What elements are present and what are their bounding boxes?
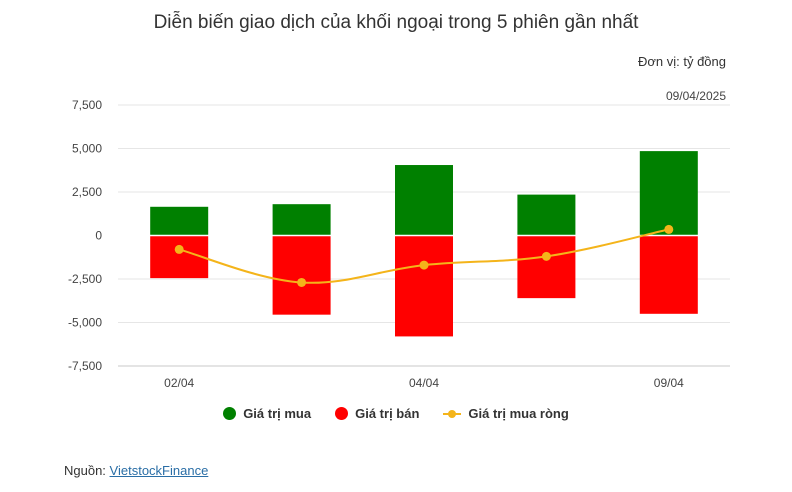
chart-title: Diễn biến giao dịch của khối ngoại trong… <box>153 12 639 33</box>
y-tick-label: -7,500 <box>68 359 102 373</box>
y-tick-label: 2,500 <box>72 185 102 199</box>
x-tick-label: 02/04 <box>164 376 194 390</box>
bar-buy <box>272 204 331 236</box>
net-point <box>419 260 429 270</box>
y-tick-label: 0 <box>95 229 102 243</box>
bar-buy <box>150 206 209 236</box>
bar-sell <box>639 235 698 314</box>
legend-sell-marker <box>335 407 349 420</box>
legend-net-label: Giá trị mua ròng <box>468 406 569 421</box>
y-tick-label: -5,000 <box>68 316 102 330</box>
chart-area: 7,500 5,000 2,500 0 -2,500 -5,000 -7,500 02/04 0… <box>68 98 730 390</box>
legend: Giá trị mua Giá trị bán Giá trị mua ròng <box>0 406 792 421</box>
bar-sell <box>272 235 331 315</box>
legend-sell-label: Giá trị bán <box>355 406 420 421</box>
source-label: Nguồn: <box>64 463 106 478</box>
source: Nguồn: VietstockFinance <box>64 463 208 478</box>
source-link[interactable]: VietstockFinance <box>109 463 209 478</box>
latest-date: 09/04/2025 <box>665 89 726 103</box>
bar-sell <box>517 235 576 299</box>
bar-buy <box>517 194 576 236</box>
legend-item-buy[interactable]: Giá trị mua <box>223 406 311 421</box>
net-point <box>297 277 307 287</box>
net-point <box>664 224 674 234</box>
legend-buy-label: Giá trị mua <box>243 406 312 421</box>
legend-net-marker <box>443 407 462 420</box>
bar-sell <box>150 235 209 279</box>
legend-buy-marker <box>223 407 237 420</box>
legend-item-sell[interactable]: Giá trị bán <box>335 406 419 421</box>
unit-label: Đơn vị: tỷ đồng <box>637 54 726 69</box>
net-point <box>174 244 184 254</box>
x-tick-label: 09/04 <box>654 376 684 390</box>
y-tick-label: 5,000 <box>72 142 102 156</box>
y-tick-label: -2,500 <box>68 272 102 286</box>
bar-buy <box>639 151 698 236</box>
bar-sell <box>395 235 453 337</box>
bar-buy <box>395 165 453 236</box>
x-tick-label: 04/04 <box>409 376 439 390</box>
net-point <box>541 251 551 261</box>
y-tick-label: 7,500 <box>72 98 102 112</box>
legend-item-net[interactable]: Giá trị mua ròng <box>443 406 569 421</box>
